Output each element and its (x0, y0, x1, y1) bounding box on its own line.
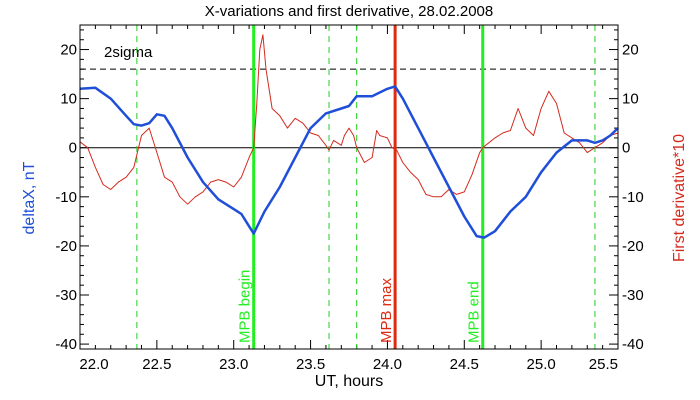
y-tick-label-right: -10 (622, 189, 644, 206)
x-tick-label: 22.0 (79, 356, 108, 373)
y-tick-label-left: -30 (55, 287, 77, 304)
deltax-series-line (79, 85, 619, 239)
y-tick-label-right: -20 (622, 238, 644, 255)
reference-lines: 2sigma (80, 44, 618, 149)
y-tick-label-right: -40 (622, 336, 644, 353)
sigma-label: 2sigma (104, 44, 153, 61)
y-axis-label-right: First derivative*10 (671, 134, 688, 262)
y-tick-label-left: -20 (55, 238, 77, 255)
y-axis-label-left: deltaX, nT (21, 161, 38, 234)
x-tick-label: 24.0 (373, 356, 402, 373)
y-tick-label-left: 20 (60, 42, 77, 59)
y-tick-label-left: 10 (60, 91, 77, 108)
vertical-markers: MPB begin MPB max MPB end (136, 25, 596, 349)
y-tick-label-left: -40 (55, 336, 77, 353)
x-tick-label: 25.0 (527, 356, 556, 373)
y-tick-label-left: 0 (69, 140, 77, 157)
x-tick-label: 23.0 (219, 356, 248, 373)
y-tick-label-right: 20 (622, 42, 639, 59)
data-series (79, 34, 619, 239)
x-tick-label: 24.5 (450, 356, 479, 373)
mpb-marker-label: MPB end (466, 281, 483, 343)
y-tick-label-right: -30 (622, 287, 644, 304)
mpb-marker-label: MPB begin (237, 270, 254, 343)
x-tick-label: 23.5 (296, 356, 325, 373)
plot-frame (79, 24, 619, 350)
x-axis-label: UT, hours (315, 373, 383, 390)
x-tick-label: 22.5 (142, 356, 171, 373)
x-tick-label: 25.5 (589, 356, 618, 373)
y-tick-label-left: -10 (55, 189, 77, 206)
axis-ticks: 22.0 22.5 23.0 23.5 24.0 24.5 25.0 25.5 20 10 0 -10… (55, 25, 644, 373)
y-tick-label-right: 10 (622, 91, 639, 108)
derivative-series-line (79, 34, 619, 205)
y-tick-label-right: 0 (622, 140, 630, 157)
mpb-marker-label: MPB max (378, 277, 395, 343)
chart-title: X-variations and first derivative, 28.02… (205, 3, 494, 20)
